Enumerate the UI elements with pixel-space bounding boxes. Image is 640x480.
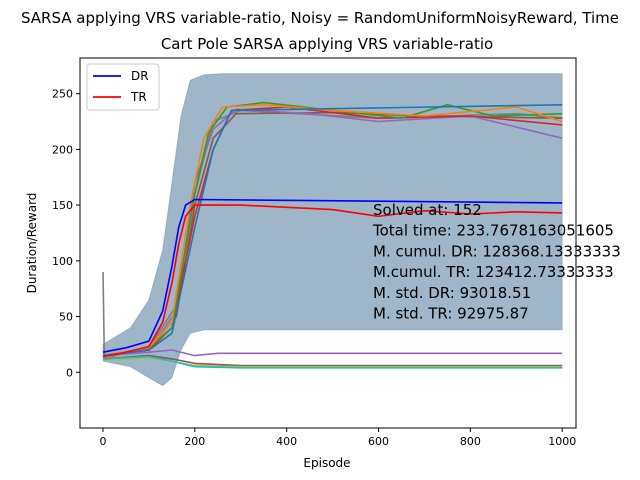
y-tick-label: 150 bbox=[52, 199, 73, 212]
x-tick-label: 800 bbox=[460, 435, 481, 448]
y-tick-label: 0 bbox=[66, 366, 73, 379]
y-tick-label: 250 bbox=[52, 88, 73, 101]
stats-annotation-line: Solved at: 152 bbox=[373, 201, 482, 219]
confidence-band bbox=[102, 73, 563, 387]
chart-title: Cart Pole SARSA applying VRS variable-ra… bbox=[161, 35, 493, 53]
stats-annotation-line: M. cumul. DR: 128368.13333333 bbox=[373, 242, 621, 260]
series-line-12 bbox=[102, 354, 563, 367]
x-axis-label: Episode bbox=[303, 456, 350, 470]
legend-label: DR bbox=[131, 69, 149, 83]
series-line-1 bbox=[102, 204, 563, 358]
stats-annotation-line: Total time: 233.7678163051605 bbox=[372, 222, 614, 240]
x-tick-label: 200 bbox=[184, 435, 205, 448]
y-axis: 0 50 100 150 200 250 bbox=[52, 88, 80, 379]
series-line-6 bbox=[102, 108, 563, 357]
series-line-3 bbox=[102, 104, 563, 357]
plot-frame bbox=[79, 57, 577, 429]
stats-annotation-block: Solved at: 152 Total time: 233.7678163051… bbox=[372, 201, 621, 323]
y-axis-label: Duration/Reward bbox=[25, 193, 39, 294]
legend-label: TR bbox=[130, 90, 147, 104]
x-tick-label: 400 bbox=[276, 435, 297, 448]
y-tick-label: 100 bbox=[52, 255, 73, 268]
series-layer bbox=[102, 101, 563, 369]
stats-annotation-line: M. std. TR: 92975.87 bbox=[373, 305, 529, 323]
x-tick-label: 0 bbox=[99, 435, 106, 448]
series-line-9 bbox=[102, 349, 563, 357]
series-line-2 bbox=[102, 104, 563, 357]
stats-annotation-line: M. std. DR: 93018.51 bbox=[373, 284, 531, 302]
x-axis: 0 200 400 600 800 1000 bbox=[99, 428, 576, 448]
y-tick-label: 200 bbox=[52, 143, 73, 156]
x-tick-label: 1000 bbox=[548, 435, 576, 448]
series-line-10 bbox=[102, 355, 563, 369]
y-tick-label: 50 bbox=[59, 311, 73, 324]
stats-annotation-line: M.cumul. TR: 123412.73333333 bbox=[373, 263, 614, 281]
series-line-0 bbox=[102, 198, 563, 353]
legend: DR TR bbox=[86, 63, 160, 111]
confidence-band-layer bbox=[102, 73, 563, 387]
chart-suptitle: SARSA applying VRS variable-ratio, Noisy… bbox=[21, 9, 619, 27]
x-tick-label: 600 bbox=[368, 435, 389, 448]
